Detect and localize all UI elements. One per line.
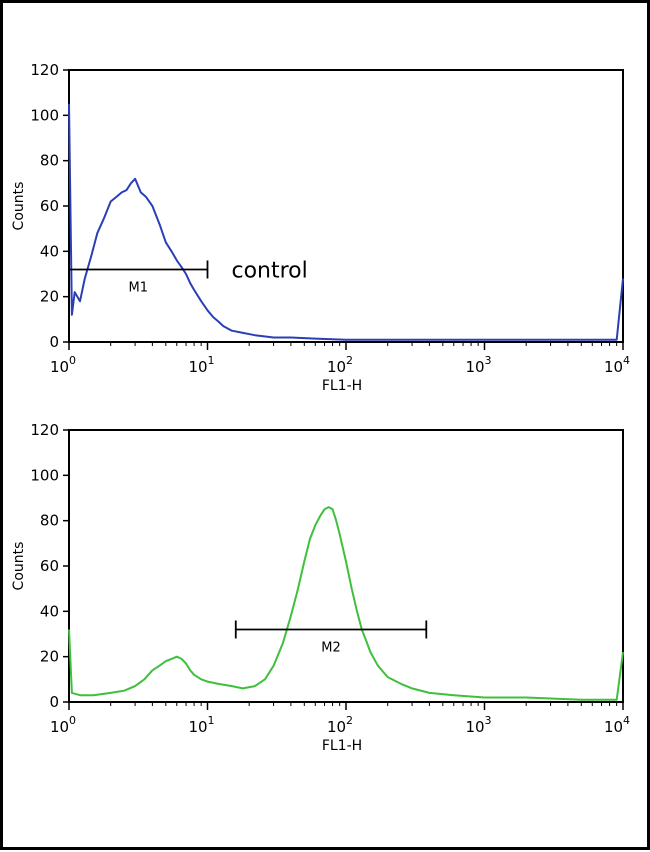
panel-1-x-tick-label: 103	[465, 354, 491, 376]
panel-2-y-tick-label: 40	[40, 602, 59, 620]
panel-2-y-tick-label: 0	[49, 693, 59, 711]
panel-2-x-tick-label: 100	[50, 714, 76, 736]
panel-1-x-tick-label: 102	[327, 354, 353, 376]
panel-1-x-axis-title: FL1-H	[322, 378, 362, 394]
panel-2-x-tick-label: 104	[604, 714, 630, 736]
panel-2-chart: 0 20 40 60 80 100 120 100 101 102 103 104 FL1-H Count…	[11, 421, 630, 754]
panel-2-y-tick-label: 120	[30, 421, 59, 439]
panel-1-y-tick-label: 40	[40, 242, 59, 260]
panel-2-x-axis-title: FL1-H	[322, 738, 362, 754]
panel-1-chart: 0 20 40 60 80 100 120 100 101 102 103 104 FL1-H Count…	[11, 61, 630, 394]
panel-1-gate-label: M1	[129, 280, 149, 295]
panel-2-y-tick-label: 80	[40, 512, 59, 530]
panel-2-x-tick-label: 101	[188, 714, 214, 736]
panel-1-y-tick-label: 100	[30, 106, 59, 124]
panel-2-histogram-series-line	[68, 506, 624, 701]
panel-1-y-tick-label: 20	[40, 288, 59, 306]
panel-1-annotation-label: control	[232, 258, 308, 283]
panel-2-x-tick-label: 102	[327, 714, 353, 736]
panel-2-y-tick-label: 60	[40, 557, 59, 575]
panel-1-y-axis-title: Counts	[11, 182, 27, 231]
panel-1-x-tick-label: 104	[604, 354, 630, 376]
panel-2-y-tick-label: 20	[40, 648, 59, 666]
panel-1-y-tick-label: 120	[30, 61, 59, 79]
panel-1-y-tick-label: 80	[40, 152, 59, 170]
panel-1-y-tick-label: 60	[40, 197, 59, 215]
panel-1-x-tick-label: 101	[188, 354, 214, 376]
flow-cytometry-histograms: 0 20 40 60 80 100 120 100 101 102 103 104 FL1-H Count…	[11, 61, 630, 754]
panel-1-y-tick-label: 0	[49, 333, 59, 351]
panel-2-y-tick-label: 100	[30, 466, 59, 484]
panel-2-y-axis-title: Counts	[11, 542, 27, 591]
panel-2-x-tick-label: 103	[465, 714, 491, 736]
panel-2-gate-label: M2	[321, 640, 341, 655]
panel-1-histogram-series-line	[68, 103, 624, 341]
panel-1-x-tick-label: 100	[50, 354, 76, 376]
